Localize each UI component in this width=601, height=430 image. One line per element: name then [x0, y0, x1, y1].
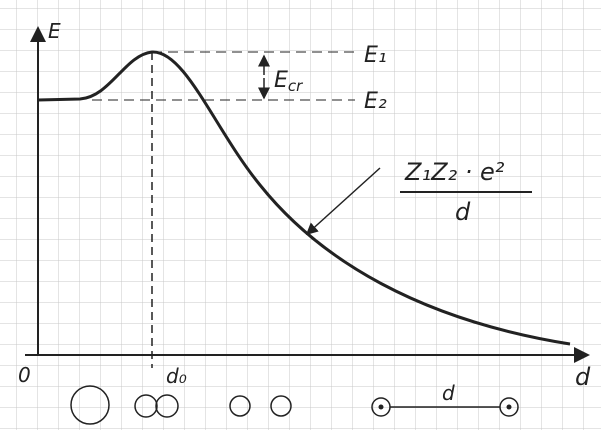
nucleus-center — [379, 405, 384, 410]
origin-label: 0 — [18, 363, 31, 387]
diagram: E d 0 d₀ Ecr E₁ E₂ Z₁Z₂ · e² d d — [0, 0, 601, 430]
ecr-base: E — [274, 68, 288, 93]
separation-label: d — [442, 381, 455, 405]
nucleus-center — [507, 405, 512, 410]
y-axis-label: E — [48, 19, 61, 43]
grid-paper — [0, 0, 601, 430]
ecr-sub: cr — [288, 77, 303, 95]
formula-denominator: d — [455, 198, 471, 226]
formula-numerator: Z₁Z₂ · e² — [404, 158, 505, 186]
e1-label: E₁ — [364, 43, 387, 68]
e2-label: E₂ — [364, 89, 387, 114]
x-axis-label: d — [575, 363, 591, 391]
d0-label: d₀ — [166, 364, 187, 388]
